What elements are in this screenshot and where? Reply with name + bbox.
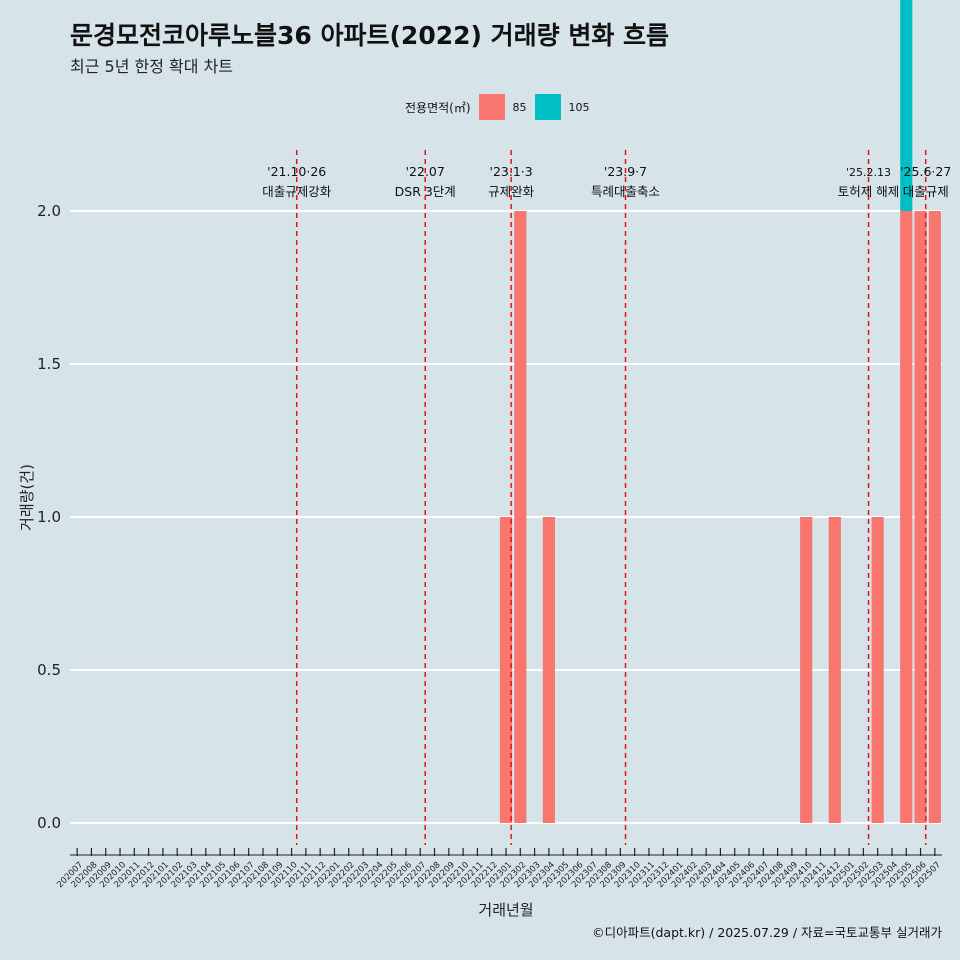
event-date-label: '21.10·26 <box>267 164 326 179</box>
legend: 전용면적(㎡) 85 105 <box>405 93 598 121</box>
legend-label-85: 85 <box>512 100 527 114</box>
event-date-label: '22.07 <box>406 164 445 179</box>
legend-key-85 <box>478 94 505 120</box>
event-name-label: DSR 3단계 <box>395 184 456 199</box>
legend-title: 전용면적(㎡) <box>405 100 471 115</box>
bar-85-202301 <box>499 517 513 823</box>
legend-label-105: 105 <box>568 100 590 114</box>
bar-85-202302 <box>514 211 527 823</box>
bar-85-202506 <box>914 211 927 823</box>
event-name-label: 토허제 해제 <box>838 184 899 199</box>
y-tick-label: 1.5 <box>37 355 61 373</box>
x-axis-title: 거래년월 <box>478 901 533 919</box>
y-tick-label: 1.0 <box>37 508 61 526</box>
bar-85-202505 <box>900 211 913 823</box>
bar-85-202507 <box>928 211 941 823</box>
event-date-label: '23.1·3 <box>490 164 533 179</box>
bar-85-202304 <box>542 517 555 823</box>
event-date-label: '23.9·7 <box>604 164 647 179</box>
legend-key-105 <box>534 94 561 120</box>
bar-105-202505 <box>900 0 913 211</box>
event-name-label: 규제완화 <box>488 184 535 199</box>
chart-subtitle: 최근 5년 한정 확대 차트 <box>70 57 234 76</box>
event-name-label: 특례대출축소 <box>591 184 660 199</box>
bar-85-202503 <box>871 517 884 823</box>
bar-85-202412 <box>828 517 841 823</box>
y-tick-label: 2.0 <box>37 202 61 220</box>
caption: ©디아파트(dapt.kr) / 2025.07.29 / 자료=국토교통부 실… <box>592 925 942 940</box>
bar-85-202410 <box>800 517 813 823</box>
event-name-label: 대출규제 <box>903 184 949 199</box>
y-axis-title: 거래량(건) <box>18 464 36 531</box>
y-tick-label: 0.0 <box>37 814 61 832</box>
event-name-label: 대출규제강화 <box>262 184 332 199</box>
event-date-label: '25.2.13 <box>846 166 891 179</box>
chart-title: 문경모전코아루노블36 아파트(2022) 거래량 변화 흐름 <box>70 21 670 50</box>
y-tick-label: 0.5 <box>37 661 61 679</box>
event-date-label: '25.6·27 <box>900 164 951 179</box>
